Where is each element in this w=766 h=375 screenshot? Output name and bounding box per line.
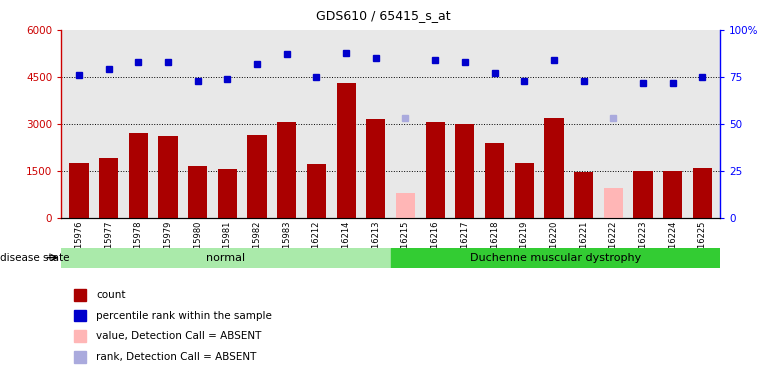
Bar (247, 135, 267, 218)
Bar (218, 169, 237, 217)
Bar (277, 122, 296, 218)
Bar (455, 124, 474, 218)
Bar (515, 163, 534, 218)
Bar (74, 289, 87, 301)
Text: disease state: disease state (0, 253, 70, 263)
Bar (633, 171, 653, 217)
Bar (70, 163, 89, 218)
Text: normal: normal (206, 253, 246, 263)
Bar (188, 166, 208, 218)
Bar (99, 158, 119, 218)
Bar (74, 310, 87, 321)
Bar (426, 122, 445, 218)
Bar (74, 351, 87, 363)
Bar (391, 248, 720, 268)
Bar (396, 192, 415, 217)
Text: value, Detection Call = ABSENT: value, Detection Call = ABSENT (97, 331, 261, 341)
Bar (604, 188, 623, 218)
Text: Duchenne muscular dystrophy: Duchenne muscular dystrophy (470, 253, 641, 263)
Bar (307, 164, 326, 218)
Bar (366, 119, 385, 218)
Text: percentile rank within the sample: percentile rank within the sample (97, 310, 272, 321)
Bar (544, 117, 564, 218)
Text: count: count (97, 290, 126, 300)
Bar (74, 330, 87, 342)
Bar (61, 248, 391, 268)
Bar (574, 172, 593, 217)
Bar (129, 133, 148, 218)
Text: rank, Detection Call = ABSENT: rank, Detection Call = ABSENT (97, 352, 257, 362)
Bar (485, 142, 504, 218)
Bar (336, 83, 355, 218)
Bar (663, 171, 683, 217)
Bar (692, 168, 712, 217)
Text: GDS610 / 65415_s_at: GDS610 / 65415_s_at (316, 9, 450, 22)
Bar (159, 136, 178, 218)
